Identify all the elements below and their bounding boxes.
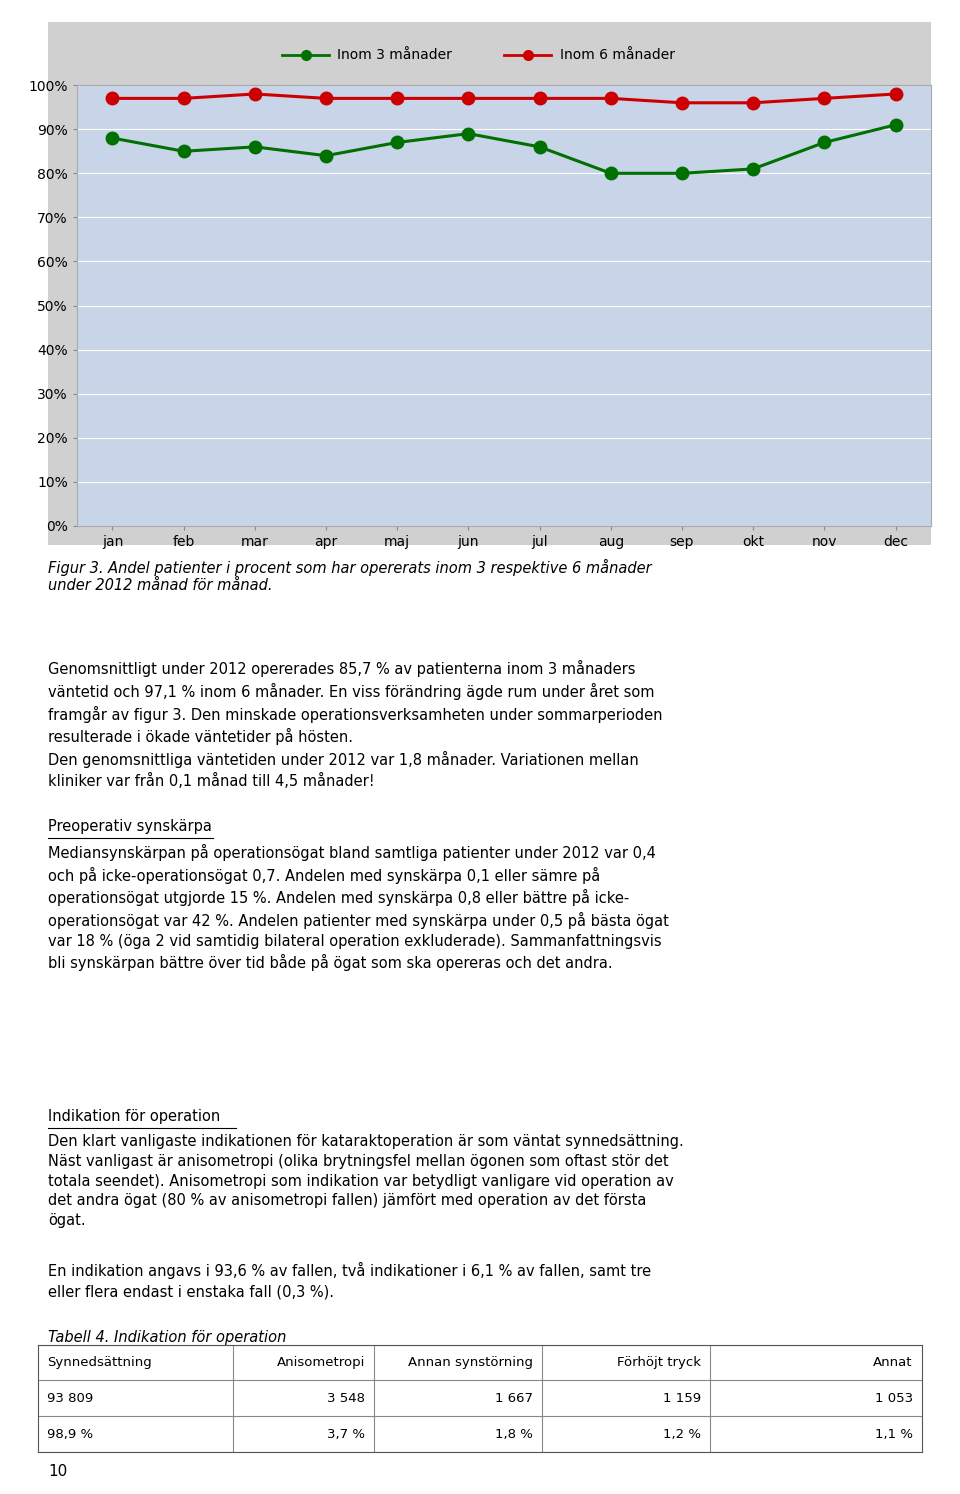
Text: Synnedsättning: Synnedsättning [47,1357,152,1369]
Text: 1 667: 1 667 [495,1392,533,1404]
Text: Annan synstörning: Annan synstörning [408,1357,533,1369]
Text: 10: 10 [48,1464,67,1479]
Text: Den klart vanligaste indikationen för kataraktoperation är som väntat synnedsätt: Den klart vanligaste indikationen för ka… [48,1134,684,1228]
Text: 1,8 %: 1,8 % [495,1428,533,1440]
Text: 93 809: 93 809 [47,1392,93,1404]
Text: 1 053: 1 053 [875,1392,913,1404]
Text: Preoperativ synskärpa: Preoperativ synskärpa [48,819,212,834]
Text: Inom 3 månader: Inom 3 månader [337,48,452,63]
Text: Mediansynskärpan på operationsögat bland samtliga patienter under 2012 var 0,4
o: Mediansynskärpan på operationsögat bland… [48,844,669,971]
Text: 3,7 %: 3,7 % [327,1428,365,1440]
Text: Förhöjt tryck: Förhöjt tryck [617,1357,701,1369]
Text: Tabell 4. Indikation för operation: Tabell 4. Indikation för operation [48,1330,286,1345]
Text: 1 159: 1 159 [662,1392,701,1404]
Text: En indikation angavs i 93,6 % av fallen, två indikationer i 6,1 % av fallen, sam: En indikation angavs i 93,6 % av fallen,… [48,1262,651,1300]
Text: Annat: Annat [874,1357,913,1369]
Text: Indikation för operation: Indikation för operation [48,1109,220,1123]
Text: 1,2 %: 1,2 % [662,1428,701,1440]
Text: 98,9 %: 98,9 % [47,1428,93,1440]
Text: Inom 6 månader: Inom 6 månader [560,48,675,63]
Text: 1,1 %: 1,1 % [875,1428,913,1440]
Text: Anisometropi: Anisometropi [276,1357,365,1369]
Text: Figur 3. Andel patienter i procent som har opererats inom 3 respektive 6 månader: Figur 3. Andel patienter i procent som h… [48,559,652,593]
Text: Genomsnittligt under 2012 opererades 85,7 % av patienterna inom 3 månaders
vänte: Genomsnittligt under 2012 opererades 85,… [48,660,662,789]
Text: 3 548: 3 548 [327,1392,365,1404]
